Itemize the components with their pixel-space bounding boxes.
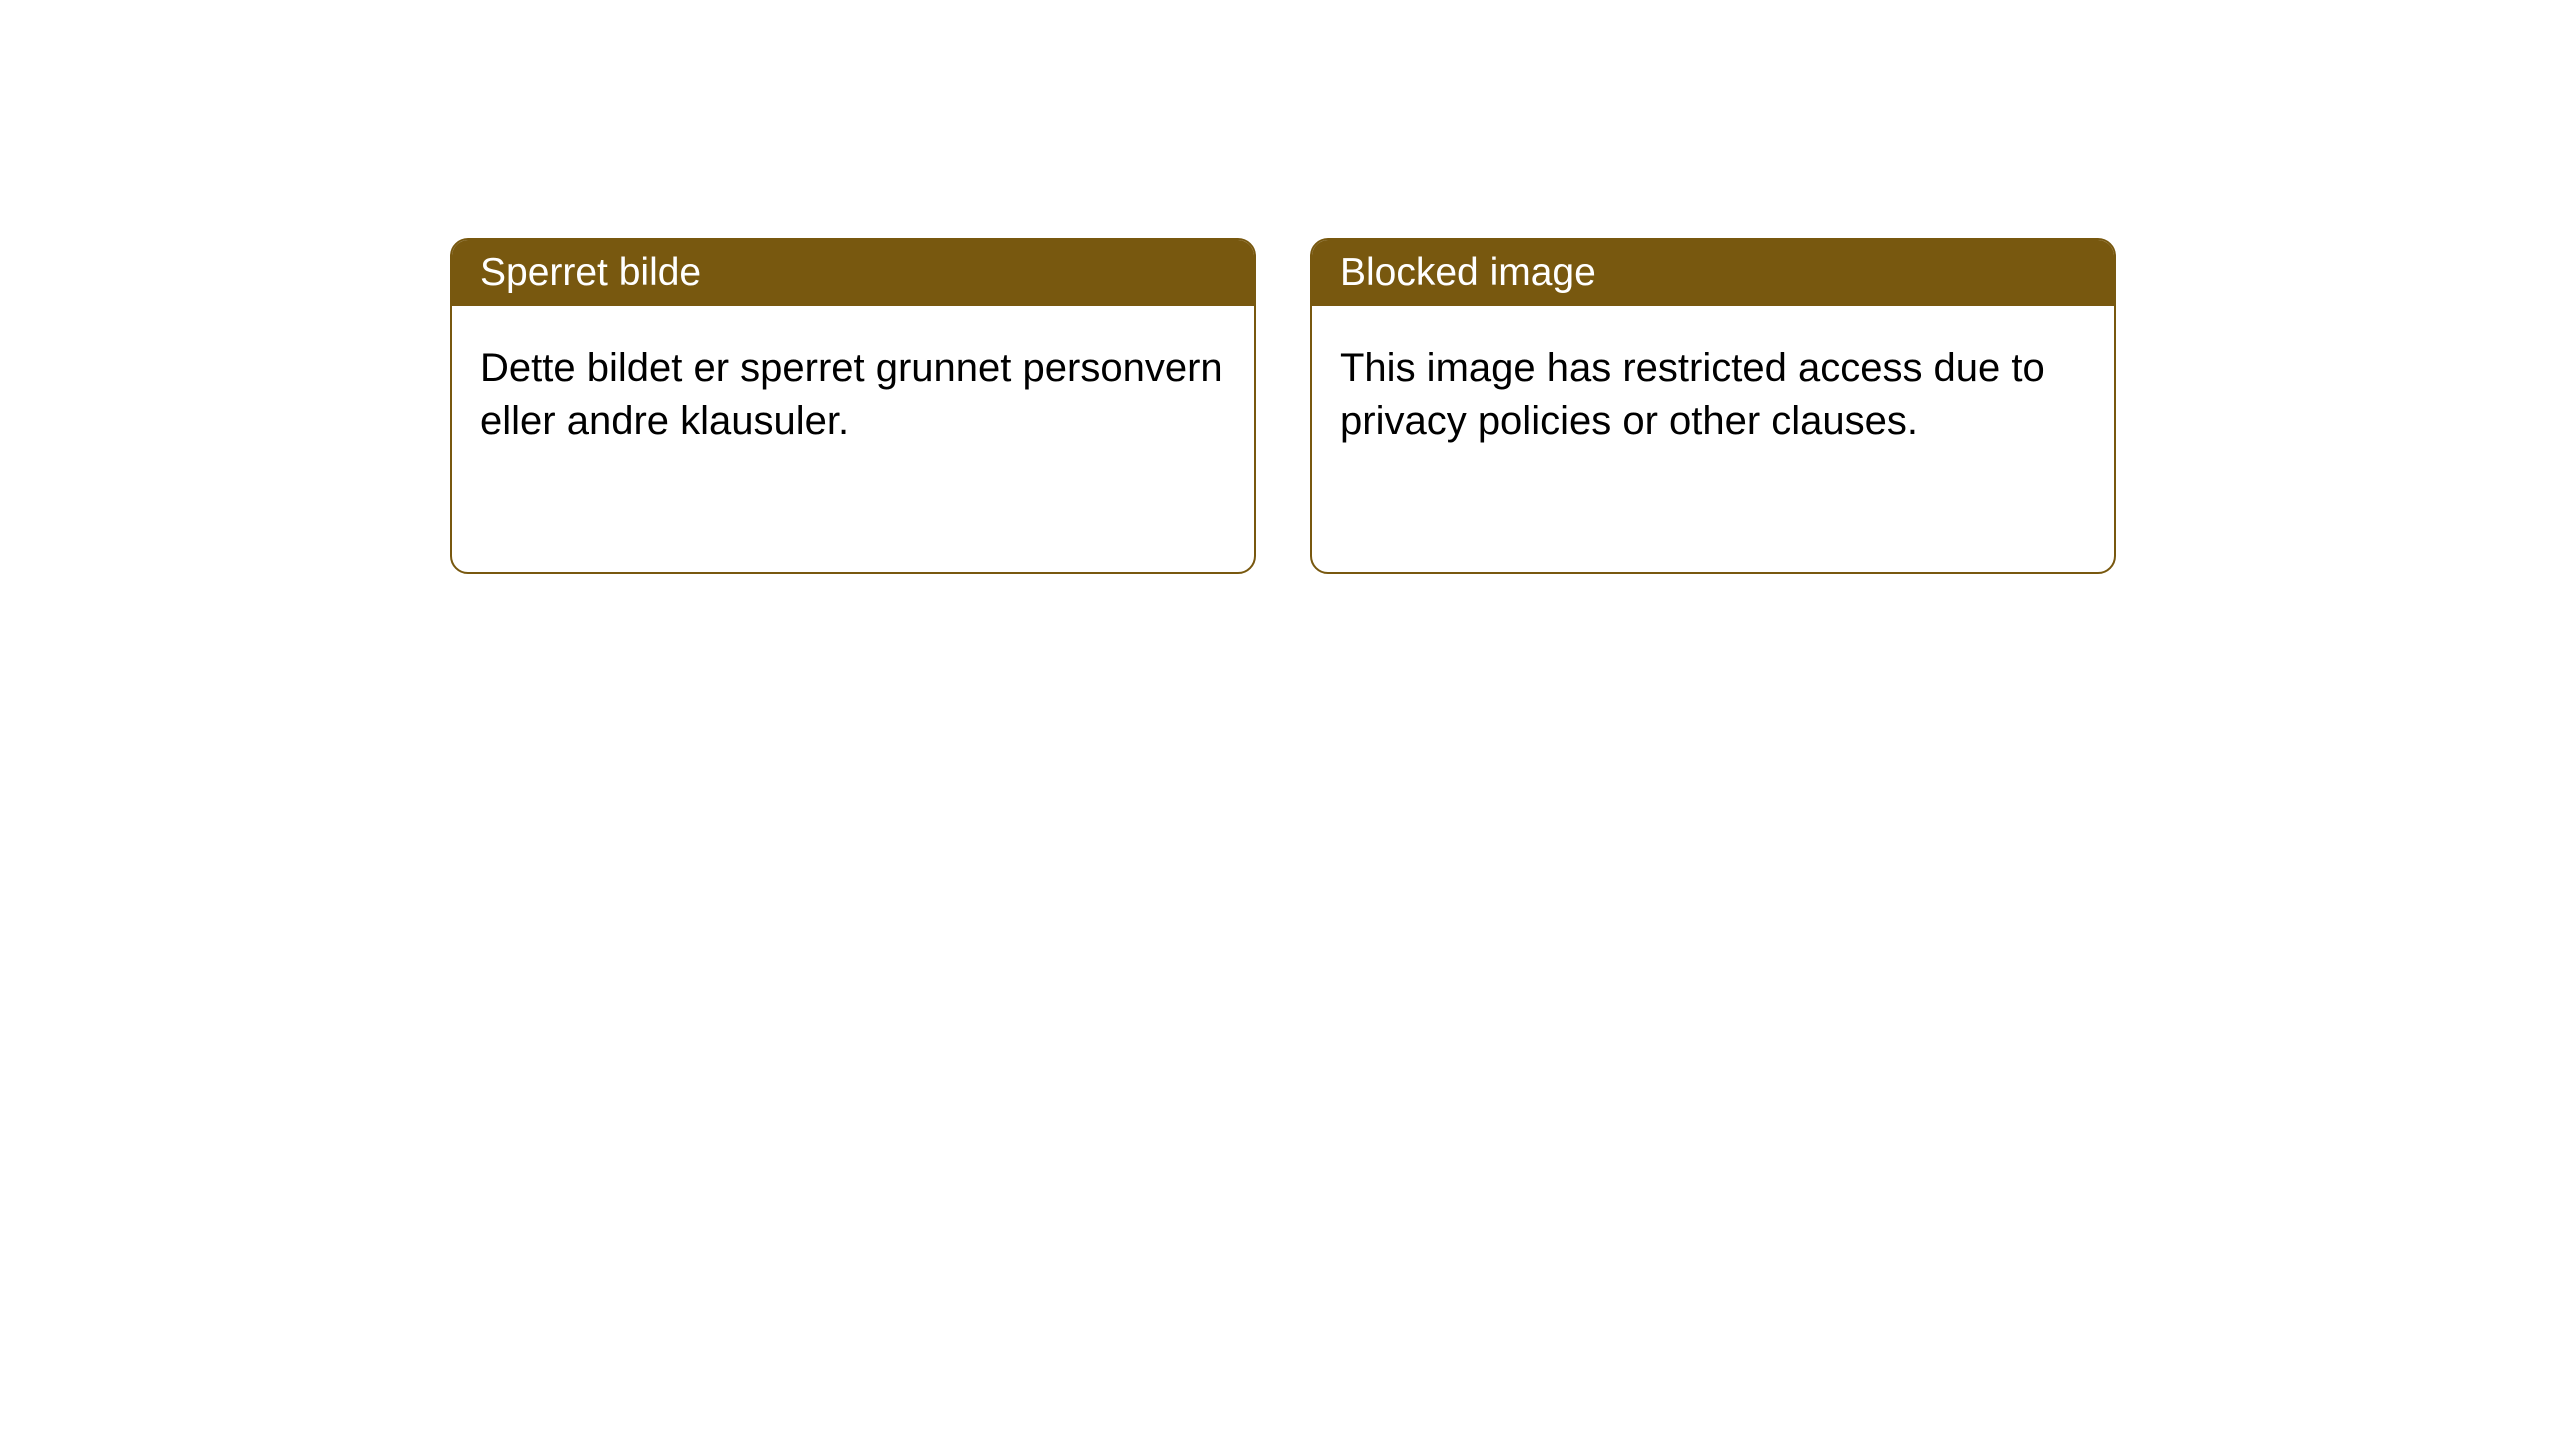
notice-text: This image has restricted access due to …	[1340, 346, 2045, 443]
notice-text: Dette bildet er sperret grunnet personve…	[480, 346, 1223, 443]
notice-header: Sperret bilde	[452, 240, 1254, 306]
notice-header: Blocked image	[1312, 240, 2114, 306]
notice-title: Blocked image	[1340, 251, 1596, 294]
notice-card-english: Blocked image This image has restricted …	[1310, 238, 2116, 574]
notice-card-norwegian: Sperret bilde Dette bildet er sperret gr…	[450, 238, 1256, 574]
notice-title: Sperret bilde	[480, 251, 701, 294]
notice-container: Sperret bilde Dette bildet er sperret gr…	[0, 0, 2560, 574]
notice-body: This image has restricted access due to …	[1312, 306, 2114, 484]
notice-body: Dette bildet er sperret grunnet personve…	[452, 306, 1254, 484]
